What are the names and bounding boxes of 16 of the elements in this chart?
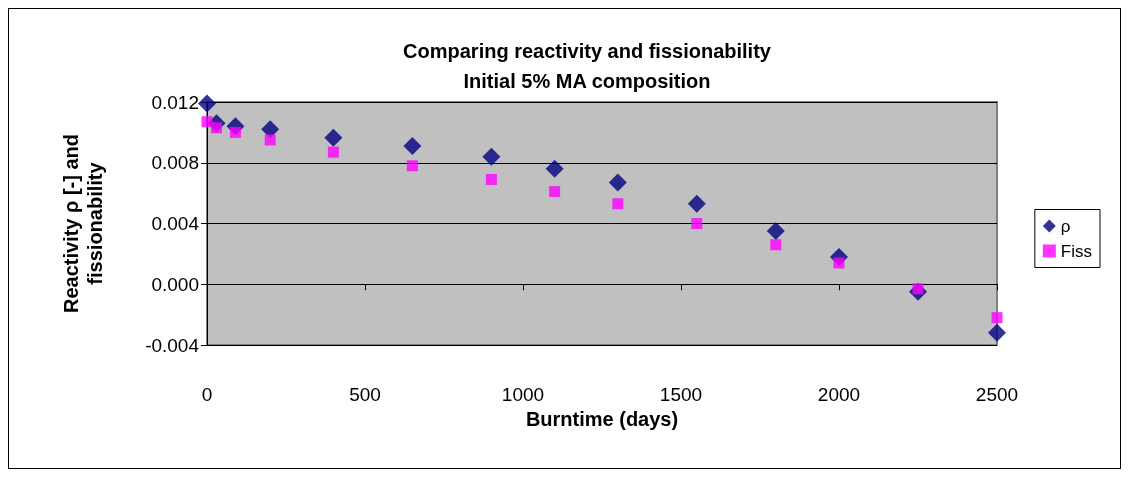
x-axis-title: Burntime (days) (525, 407, 679, 430)
x-tick-label: 500 (349, 384, 381, 405)
x-tick-label: 2500 (975, 384, 1019, 405)
x-tick-label: 1500 (659, 384, 703, 405)
y-tick-label: 0.012 (151, 91, 199, 113)
x-tick-label: 1000 (501, 384, 545, 405)
y-tick-label: 0.008 (151, 152, 199, 174)
legend-label: Fiss (1060, 241, 1093, 261)
legend-label: ρ (1060, 216, 1071, 236)
y-axis-title: Reactivity ρ [-] and fissionability (60, 133, 106, 314)
x-tick-label: 0 (201, 384, 213, 405)
y-tick-label: -0.004 (145, 334, 200, 356)
y-tick-label: 0.004 (151, 213, 200, 234)
chart-title: Comparing reactivity and fissionability Initial 5% MA composition (403, 40, 772, 92)
y-tick-label: 0.000 (151, 273, 199, 295)
x-tick-label: 2000 (817, 384, 861, 405)
